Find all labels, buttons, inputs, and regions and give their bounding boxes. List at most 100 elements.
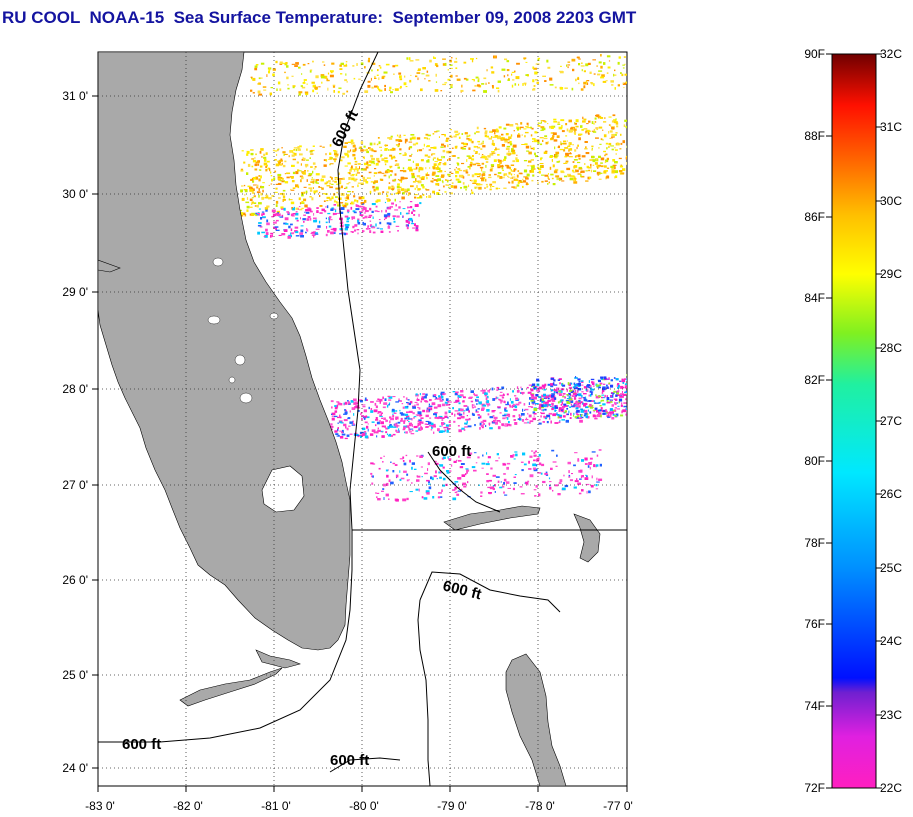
sst-pixel xyxy=(282,177,284,180)
sst-pixel xyxy=(281,214,284,218)
sst-pixel xyxy=(461,427,465,430)
sst-pixel xyxy=(269,168,271,172)
sst-pixel xyxy=(370,181,375,183)
sst-pixel xyxy=(446,403,450,406)
sst-pixel xyxy=(337,422,340,424)
sst-pixel xyxy=(621,73,624,77)
sst-pixel xyxy=(441,419,444,421)
sst-pixel xyxy=(339,430,342,432)
sst-pixel xyxy=(484,132,488,135)
sst-pixel xyxy=(591,147,593,150)
sst-pixel xyxy=(298,197,301,201)
sst-pixel xyxy=(402,428,406,431)
sst-pixel xyxy=(417,406,419,409)
sst-pixel xyxy=(561,401,563,405)
sst-pixel xyxy=(382,488,385,490)
sst-pixel xyxy=(436,192,440,195)
sst-pixel xyxy=(363,162,368,166)
sst-pixel xyxy=(611,120,615,123)
sst-pixel xyxy=(589,457,593,460)
sst-pixel xyxy=(381,490,384,492)
sst-pixel xyxy=(277,173,282,177)
sst-pixel xyxy=(563,162,567,164)
sst-pixel xyxy=(538,454,541,457)
sst-pixel xyxy=(413,416,417,418)
sst-pixel xyxy=(590,400,594,402)
sst-pixel xyxy=(591,381,594,384)
sst-pixel xyxy=(355,166,358,170)
sst-pixel xyxy=(376,74,379,76)
sst-pixel xyxy=(448,407,451,409)
sst-pixel xyxy=(415,166,418,170)
sst-pixel xyxy=(542,75,546,77)
sst-pixel xyxy=(373,175,375,177)
sst-pixel xyxy=(507,154,511,156)
sst-pixel xyxy=(444,170,446,172)
sst-pixel xyxy=(312,180,315,183)
sst-pixel xyxy=(526,165,530,167)
sst-pixel xyxy=(394,88,399,91)
sst-pixel xyxy=(437,428,440,432)
sst-pixel xyxy=(590,169,593,173)
sst-pixel xyxy=(258,175,261,177)
sst-pixel xyxy=(252,177,256,180)
sst-pixel xyxy=(496,386,500,389)
sst-pixel xyxy=(572,161,575,163)
sst-pixel xyxy=(287,212,290,215)
sst-pixel xyxy=(418,427,420,430)
sst-pixel xyxy=(396,134,399,137)
sst-pixel xyxy=(396,477,397,479)
sst-pixel xyxy=(362,156,364,159)
sst-pixel xyxy=(329,164,331,166)
sst-pixel xyxy=(602,139,604,141)
sst-pixel xyxy=(386,198,390,200)
sst-pixel xyxy=(392,462,396,465)
sst-pixel xyxy=(314,86,318,90)
sst-pixel xyxy=(464,422,468,425)
sst-pixel xyxy=(583,404,587,407)
sst-pixel xyxy=(527,480,530,483)
sst-pixel xyxy=(472,89,476,92)
sst-pixel xyxy=(573,486,577,489)
sst-pixel xyxy=(413,425,418,429)
sst-pixel xyxy=(486,473,489,475)
sst-pixel xyxy=(262,182,265,184)
sst-pixel xyxy=(401,403,404,405)
sst-pixel xyxy=(497,165,501,169)
sst-pixel xyxy=(481,155,486,159)
sst-pixel xyxy=(513,458,516,460)
sst-pixel xyxy=(422,67,426,70)
sst-pixel xyxy=(574,155,577,158)
sst-pixel xyxy=(471,191,474,195)
sst-pixel xyxy=(485,424,487,427)
sst-pixel xyxy=(572,175,575,178)
sst-pixel xyxy=(453,135,457,138)
sst-pixel xyxy=(589,406,594,409)
sst-pixel xyxy=(376,435,378,438)
sst-pixel xyxy=(613,74,617,76)
sst-pixel xyxy=(389,434,393,437)
sst-pixel xyxy=(551,393,555,396)
sst-pixel xyxy=(503,393,505,396)
sst-pixel xyxy=(331,62,335,65)
sst-pixel xyxy=(514,474,517,476)
sst-pixel xyxy=(556,405,558,407)
sst-pixel xyxy=(325,233,328,237)
sst-pixel xyxy=(388,479,391,483)
sst-pixel xyxy=(514,179,519,181)
sst-pixel xyxy=(385,469,389,472)
sst-pixel xyxy=(477,79,480,83)
sst-pixel xyxy=(512,152,516,155)
sst-pixel xyxy=(322,146,325,148)
sst-pixel xyxy=(470,140,472,142)
sst-pixel xyxy=(338,172,340,175)
sst-pixel xyxy=(601,394,605,396)
sst-pixel xyxy=(450,185,454,188)
sst-pixel xyxy=(571,87,574,91)
sst-pixel xyxy=(352,420,354,423)
sst-pixel xyxy=(491,151,494,153)
sst-pixel xyxy=(319,212,323,214)
sst-pixel xyxy=(589,411,592,414)
sst-pixel xyxy=(549,486,552,490)
sst-pixel xyxy=(364,210,369,213)
